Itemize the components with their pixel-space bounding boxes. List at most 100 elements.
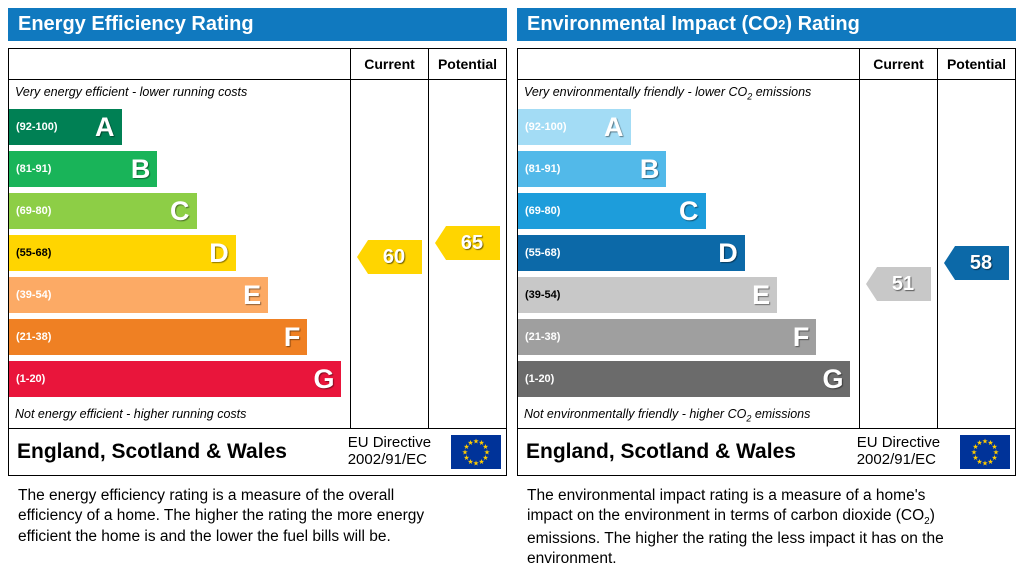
band-D: (55-68) D <box>9 235 236 271</box>
band-range-label: (1-20) <box>525 373 555 385</box>
band-E: (39-54) E <box>9 277 269 313</box>
column-header-row: Current Potential <box>9 49 506 80</box>
band-letter: E <box>243 279 262 310</box>
table-footer: England, Scotland & Wales EU Directive 2… <box>518 428 1015 475</box>
svg-text:★: ★ <box>482 443 488 451</box>
band-range-label: (69-80) <box>525 205 561 217</box>
top-note-subscript: 2 <box>747 91 753 102</box>
rating-bands: (92-100) A (81-91) B (69-80) C (55-68) D (39-54)… <box>9 106 350 400</box>
potential-column: 58 <box>937 80 1015 428</box>
band-E: (39-54) E <box>518 277 778 313</box>
top-note: Very environmentally friendly - lower CO… <box>524 85 855 102</box>
band-range-label: (69-80) <box>16 205 52 217</box>
band-row: (92-100) A <box>518 106 859 148</box>
energy-efficiency-rating-panel: Energy Efficiency Rating Current Potenti… <box>8 8 507 549</box>
region-label: England, Scotland & Wales <box>17 440 287 463</box>
current-column-header: Current <box>350 49 428 79</box>
top-note-text: Very energy efficient - lower running co… <box>15 85 248 99</box>
eu-directive-line2: 2002/91/EC <box>347 451 427 468</box>
band-range-label: (21-38) <box>525 331 561 343</box>
eu-directive-line1: EU Directive <box>347 434 432 452</box>
band-range-label: (21-38) <box>16 331 52 343</box>
band-range-label: (81-91) <box>16 163 52 175</box>
rating-bands: (92-100) A (81-91) B (69-80) C (55-68) D (39-54)… <box>518 106 859 400</box>
svg-text:★: ★ <box>467 458 473 466</box>
panel-title-bar: Energy Efficiency Rating <box>8 8 507 41</box>
current-column-header: Current <box>859 49 937 79</box>
potential-column: 65 <box>428 80 506 428</box>
panel-title: Energy Efficiency Rating <box>18 13 254 35</box>
svg-text:★: ★ <box>991 443 997 451</box>
band-B: (81-91) B <box>9 151 158 187</box>
current-rating-value: 51 <box>891 272 915 295</box>
bottom-note-subscript: 2 <box>746 413 752 423</box>
band-chart: Very energy efficient - lower running co… <box>9 80 350 428</box>
band-row: (21-38) F <box>9 316 350 358</box>
band-row: (69-80) C <box>9 190 350 232</box>
band-row: (1-20) G <box>518 358 859 400</box>
eu-flag-icon: ★ ★★★★★★★★★★★ <box>451 435 501 469</box>
current-column: 51 <box>859 80 937 428</box>
potential-rating-value: 58 <box>969 251 993 274</box>
region-label: England, Scotland & Wales <box>526 440 796 463</box>
band-F: (21-38) F <box>9 319 308 355</box>
svg-text:★: ★ <box>478 439 484 447</box>
top-note: Very energy efficient - lower running co… <box>15 85 346 102</box>
description-subscript: 2 <box>924 516 930 528</box>
band-letter: G <box>822 363 844 394</box>
band-letter: A <box>604 111 624 142</box>
band-letter: B <box>130 153 151 184</box>
band-row: (1-20) G <box>9 358 350 400</box>
svg-text:★: ★ <box>976 458 982 466</box>
svg-text:★: ★ <box>982 437 988 445</box>
svg-text:★: ★ <box>987 458 993 466</box>
band-row: (81-91) B <box>9 148 350 190</box>
top-note-suffix: emissions <box>752 85 812 99</box>
svg-text:★: ★ <box>972 443 978 451</box>
band-C: (69-80) C <box>518 193 706 229</box>
description-text: The energy efficiency rating is a measur… <box>18 487 425 545</box>
band-range-label: (55-68) <box>525 247 561 259</box>
bottom-note-suffix: emissions <box>751 406 811 421</box>
svg-text:★: ★ <box>987 439 993 447</box>
potential-rating-arrow: 58 <box>944 246 1009 280</box>
eu-directive-label: EU Directive 2002/91/EC <box>856 434 960 469</box>
band-A: (92-100) A <box>518 109 631 145</box>
band-letter: D <box>718 237 738 268</box>
environmental-impact-rating-panel: Environmental Impact (CO 2) Rating Curren… <box>517 8 1016 570</box>
band-range-label: (55-68) <box>16 247 52 259</box>
band-letter: C <box>679 195 699 226</box>
band-letter: D <box>209 237 229 268</box>
band-F: (21-38) F <box>518 319 817 355</box>
current-column: 60 <box>350 80 428 428</box>
svg-text:★: ★ <box>993 448 999 456</box>
eu-flag-icon: ★ ★★★★★★★★★★★ <box>960 435 1010 469</box>
band-row: (92-100) A <box>9 106 350 148</box>
potential-rating-value: 65 <box>460 231 484 254</box>
band-letter: F <box>792 321 810 352</box>
svg-text:★: ★ <box>463 443 469 451</box>
panel-title: Environmental Impact (CO <box>527 13 779 35</box>
band-letter: F <box>283 321 301 352</box>
band-range-label: (39-54) <box>525 289 561 301</box>
svg-text:★: ★ <box>482 454 488 462</box>
svg-text:★: ★ <box>467 439 473 447</box>
svg-text:★: ★ <box>991 454 997 462</box>
chart-row: Very environmentally friendly - lower CO… <box>518 80 1015 428</box>
band-letter: G <box>313 363 335 394</box>
eu-directive-line1: EU Directive <box>856 434 941 452</box>
eu-directive-label: EU Directive 2002/91/EC <box>347 434 451 469</box>
band-D: (55-68) D <box>518 235 745 271</box>
bottom-note-text: Not energy efficient - higher running co… <box>15 406 247 421</box>
svg-text:★: ★ <box>473 437 479 445</box>
band-row: (55-68) D <box>518 232 859 274</box>
band-chart: Very environmentally friendly - lower CO… <box>518 80 859 428</box>
svg-text:★: ★ <box>972 454 978 462</box>
rating-table: Current Potential Very energy efficient … <box>8 48 507 476</box>
bottom-note: Not environmentally friendly - higher CO… <box>524 407 855 424</box>
current-rating-arrow: 60 <box>357 240 422 274</box>
band-A: (92-100) A <box>9 109 122 145</box>
current-rating-value: 60 <box>382 245 406 268</box>
band-G: (1-20) G <box>9 361 342 397</box>
band-range-label: (92-100) <box>525 121 567 133</box>
